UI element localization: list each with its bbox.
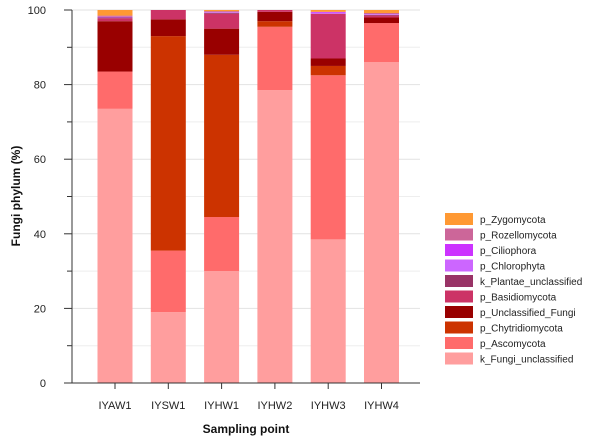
bar-segment bbox=[97, 17, 133, 19]
x-tick-label: IYHW1 bbox=[204, 400, 239, 412]
bar-segment bbox=[97, 108, 133, 383]
bar-segment bbox=[204, 12, 240, 14]
bar-segment bbox=[257, 26, 293, 91]
bar-segment bbox=[97, 15, 133, 17]
y-tick-label: 0 bbox=[40, 378, 46, 390]
bar-segment bbox=[204, 271, 240, 383]
bar-segment bbox=[97, 71, 133, 109]
bar-segment bbox=[204, 11, 240, 13]
bar-segment bbox=[364, 14, 399, 15]
y-tick-label: 60 bbox=[34, 154, 46, 166]
legend-swatch bbox=[445, 275, 473, 287]
bar-segment bbox=[150, 36, 186, 251]
legend-swatch bbox=[445, 337, 473, 349]
y-tick-label: 40 bbox=[34, 229, 46, 241]
bar-segment bbox=[97, 16, 133, 18]
bar-segment bbox=[150, 250, 186, 313]
legend-swatch bbox=[445, 306, 473, 318]
x-axis-title: Sampling point bbox=[203, 422, 290, 436]
y-tick-label: 20 bbox=[34, 303, 46, 315]
legend-label: p_Chlorophyta bbox=[480, 262, 545, 273]
bar-segment bbox=[204, 28, 240, 55]
legend-label: p_Unclassified_Fungi bbox=[480, 308, 576, 319]
bar-segment bbox=[364, 62, 399, 383]
legend-label: p_Zygomycota bbox=[480, 215, 546, 226]
legend-swatch bbox=[445, 259, 473, 272]
legend-label: p_Rozellomycota bbox=[480, 231, 557, 242]
bar-segment bbox=[97, 21, 133, 72]
bar-segment bbox=[310, 75, 346, 240]
bar-segment bbox=[257, 10, 293, 12]
bar-segment bbox=[204, 10, 240, 12]
bar-segment bbox=[364, 12, 399, 15]
bar-segment bbox=[364, 14, 399, 16]
bars bbox=[97, 10, 399, 383]
bar-segment bbox=[257, 21, 293, 27]
x-tick-label: IYAW1 bbox=[98, 400, 131, 412]
x-axis: IYAW1 IYSW1 IYHW1 IYHW2 IYHW3 IYHW4 bbox=[72, 382, 420, 412]
bar-segment bbox=[310, 12, 346, 14]
bar-segment bbox=[364, 15, 399, 18]
legend-swatch bbox=[445, 213, 473, 225]
legend-label: p_Ciliophora bbox=[480, 246, 537, 257]
bar-segment bbox=[364, 17, 399, 24]
legend-label: p_Basidiomycota bbox=[480, 293, 557, 304]
bar-segment bbox=[97, 10, 133, 16]
bar-segment bbox=[204, 13, 240, 29]
bar-segment bbox=[310, 11, 346, 13]
bar-segment bbox=[204, 12, 240, 13]
bar-segment bbox=[97, 18, 133, 22]
legend: p_Zygomycota p_Rozellomycota p_Ciliophorap… bbox=[445, 213, 582, 366]
legend-label: k_Plantae_unclassified bbox=[480, 277, 582, 288]
bar-segment bbox=[150, 312, 186, 383]
y-axis: 0 20 40 60 80 100 bbox=[28, 5, 73, 390]
bar-segment bbox=[257, 11, 293, 22]
legend-label: p_Chytridiomycota bbox=[480, 324, 563, 335]
legend-label: k_Fungi_unclassified bbox=[480, 355, 573, 366]
legend-swatch bbox=[445, 290, 473, 303]
y-axis-title: Fungi phylum (%) bbox=[9, 146, 23, 247]
bar-segment bbox=[310, 13, 346, 59]
y-tick-label: 80 bbox=[34, 80, 46, 92]
bar-segment bbox=[204, 54, 240, 218]
x-tick-label: IYSW1 bbox=[151, 400, 185, 412]
legend-swatch bbox=[445, 244, 473, 256]
x-tick-label: IYHW3 bbox=[311, 400, 346, 412]
bar-segment bbox=[310, 10, 346, 12]
bar-segment bbox=[257, 90, 293, 383]
legend-swatch bbox=[445, 228, 473, 241]
y-tick-label: 100 bbox=[28, 5, 46, 17]
bar-segment bbox=[310, 65, 346, 76]
bar-segment bbox=[364, 10, 399, 13]
x-tick-label: IYHW2 bbox=[257, 400, 292, 412]
legend-label: p_Ascomycota bbox=[480, 339, 546, 350]
x-tick-label: IYHW4 bbox=[364, 400, 399, 412]
legend-swatch bbox=[445, 352, 473, 365]
bar-segment bbox=[204, 217, 240, 272]
bar-segment bbox=[150, 10, 186, 20]
bar-segment bbox=[310, 239, 346, 383]
legend-swatch bbox=[445, 321, 473, 334]
bar-segment bbox=[150, 19, 186, 37]
bar-segment bbox=[364, 23, 399, 63]
bar-segment bbox=[310, 58, 346, 66]
